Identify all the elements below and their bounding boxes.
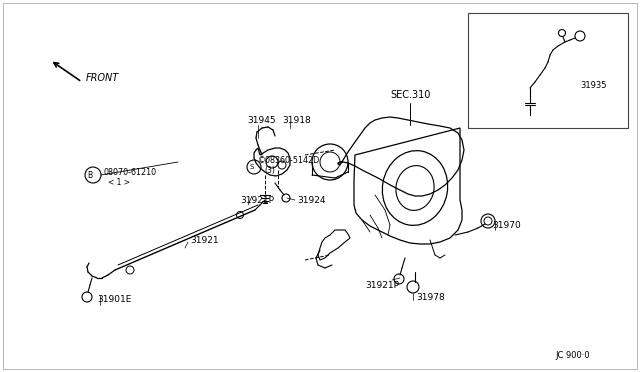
Text: 31935: 31935 [580,80,607,90]
Bar [468,13,628,128]
Text: 31970: 31970 [492,221,521,230]
Text: 31921P: 31921P [240,196,274,205]
Text: ©08360-5142D: ©08360-5142D [258,155,320,164]
Text: B: B [88,170,93,180]
Text: 31921P: 31921P [365,280,399,289]
Text: 31901E: 31901E [97,295,131,305]
Text: SEC.310: SEC.310 [390,90,430,100]
Text: 31945: 31945 [247,115,276,125]
Text: JC 900·0: JC 900·0 [555,350,589,359]
Text: FRONT: FRONT [86,73,119,83]
Text: 08070-61210: 08070-61210 [103,167,156,176]
Text: S: S [250,164,254,170]
Text: 31924: 31924 [297,196,326,205]
Text: < 1 >: < 1 > [108,177,130,186]
Text: (3): (3) [264,166,275,174]
Text: 31921: 31921 [190,235,219,244]
Text: 31918: 31918 [282,115,311,125]
Text: 31978: 31978 [416,294,445,302]
